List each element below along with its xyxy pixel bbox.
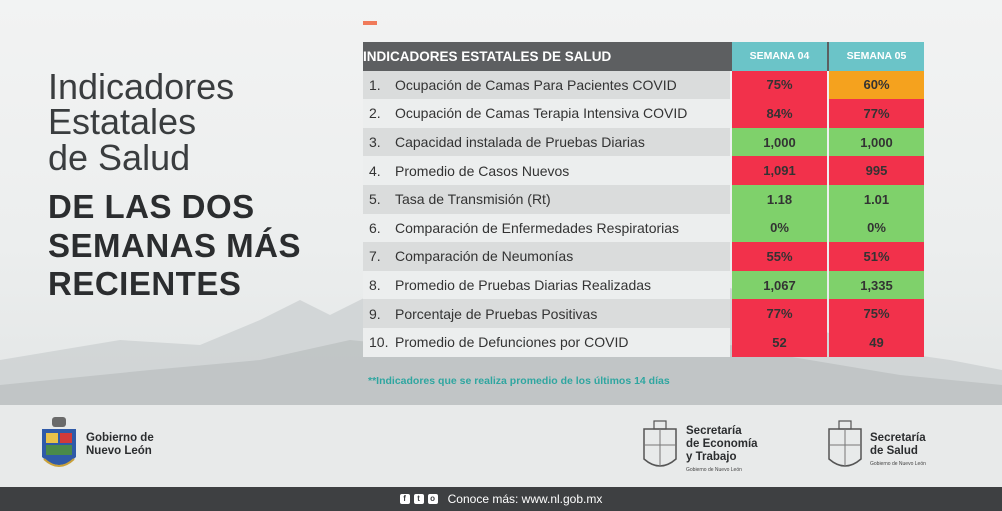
table-row: 2. Ocupación de Camas Terapia Intensiva C… <box>363 99 924 128</box>
table-row: 6. Comparación de Enfermedades Respirator… <box>363 213 924 243</box>
salud-line-1: Secretaría <box>870 432 926 444</box>
value-semana-05: 995 <box>829 156 924 185</box>
row-label: Ocupación de Camas Terapia Intensiva COV… <box>395 99 730 128</box>
salud-line-2: de Salud <box>870 445 918 457</box>
row-label: Porcentaje de Pruebas Positivas <box>395 299 730 328</box>
table-row: 5. Tasa de Transmisión (Rt) 1.18 1.01 <box>363 184 924 214</box>
economia-sub: Gobierno de Nuevo León <box>686 467 742 473</box>
salud-sub: Gobierno de Nuevo León <box>870 461 926 467</box>
row-number: 8. <box>363 270 395 300</box>
value-semana-04: 77% <box>732 299 827 328</box>
row-label: Promedio de Pruebas Diarias Realizadas <box>395 270 730 300</box>
table-row: 8. Promedio de Pruebas Diarias Realizadas… <box>363 270 924 300</box>
value-semana-04: 1,091 <box>732 156 827 185</box>
value-semana-04: 0% <box>732 213 827 243</box>
value-semana-05: 77% <box>829 99 924 128</box>
value-semana-05: 49 <box>829 327 924 357</box>
heading-bold-line-2: SEMANAS MÁS <box>48 227 302 264</box>
gobierno-line-2: Nuevo León <box>86 445 152 457</box>
table-row: 1. Ocupación de Camas Para Pacientes COVI… <box>363 70 924 100</box>
value-semana-04: 52 <box>732 327 827 357</box>
value-semana-04: 75% <box>732 70 827 100</box>
table-row: 9. Porcentaje de Pruebas Positivas 77% 75% <box>363 299 924 328</box>
row-number: 1. <box>363 70 395 100</box>
nuevo-leon-shield-icon <box>42 417 76 467</box>
row-number: 7. <box>363 242 395 271</box>
value-semana-05: 51% <box>829 242 924 271</box>
value-semana-05: 1.01 <box>829 184 924 214</box>
bottom-bar: f t o Conoce más: www.nl.gob.mx <box>0 487 1002 511</box>
conoce-mas-link[interactable]: Conoce más: www.nl.gob.mx <box>447 492 603 506</box>
instagram-icon[interactable]: o <box>427 494 438 504</box>
value-semana-05: 1,000 <box>829 127 924 157</box>
footnote: **Indicadores que se realiza promedio de… <box>368 375 670 387</box>
row-number: 5. <box>363 184 395 214</box>
row-number: 4. <box>363 156 395 185</box>
value-semana-04: 1,000 <box>732 127 827 157</box>
indicators-table: INDICADORES ESTATALES DE SALUD SEMANA 04… <box>363 42 924 357</box>
economia-seal-icon <box>643 420 677 467</box>
heading-bold-line-1: DE LAS DOS <box>48 188 255 225</box>
column-semana-05: SEMANA 05 <box>829 42 924 71</box>
heading-bold-line-3: RECIENTES <box>48 265 242 302</box>
twitter-icon[interactable]: t <box>413 494 424 504</box>
column-semana-04: SEMANA 04 <box>732 42 827 71</box>
table-row: 3. Capacidad instalada de Pruebas Diarias… <box>363 127 924 157</box>
table-row: 10. Promedio de Defunciones por COVID 52 49 <box>363 327 924 357</box>
row-label: Promedio de Defunciones por COVID <box>395 327 730 357</box>
heading-line-1: Indicadores <box>48 66 235 107</box>
table-row: 4. Promedio de Casos Nuevos 1,091 995 <box>363 156 924 185</box>
heading-line-2: Estatales <box>48 101 197 142</box>
value-semana-04: 55% <box>732 242 827 271</box>
value-semana-04: 1.18 <box>732 184 827 214</box>
table-row: 7. Comparación de Neumonías 55% 51% <box>363 242 924 271</box>
facebook-icon[interactable]: f <box>399 494 410 504</box>
value-semana-04: 1,067 <box>732 270 827 300</box>
row-label: Comparación de Neumonías <box>395 242 730 271</box>
table-title: INDICADORES ESTATALES DE SALUD <box>363 42 730 71</box>
row-label: Tasa de Transmisión (Rt) <box>395 184 730 214</box>
value-semana-05: 0% <box>829 213 924 243</box>
value-semana-05: 75% <box>829 299 924 328</box>
value-semana-05: 1,335 <box>829 270 924 300</box>
row-label: Promedio de Casos Nuevos <box>395 156 730 185</box>
row-label: Capacidad instalada de Pruebas Diarias <box>395 127 730 157</box>
footer-logos: Gobierno de Nuevo León Secretaría de Eco… <box>0 405 1002 487</box>
heading-line-3: de Salud <box>48 137 191 178</box>
economia-line-3: y Trabajo <box>686 451 737 463</box>
row-number: 10. <box>363 327 395 357</box>
value-semana-05: 60% <box>829 70 924 100</box>
row-label: Ocupación de Camas Para Pacientes COVID <box>395 70 730 100</box>
salud-seal-icon <box>828 420 862 467</box>
row-number: 3. <box>363 127 395 157</box>
economia-line-1: Secretaría <box>686 425 742 437</box>
accent-bar <box>363 21 377 25</box>
gobierno-line-1: Gobierno de <box>86 432 154 444</box>
row-number: 9. <box>363 299 395 328</box>
row-label: Comparación de Enfermedades Respiratoria… <box>395 213 730 243</box>
row-number: 6. <box>363 213 395 243</box>
economia-line-2: de Economía <box>686 438 758 450</box>
value-semana-04: 84% <box>732 99 827 128</box>
row-number: 2. <box>363 99 395 128</box>
